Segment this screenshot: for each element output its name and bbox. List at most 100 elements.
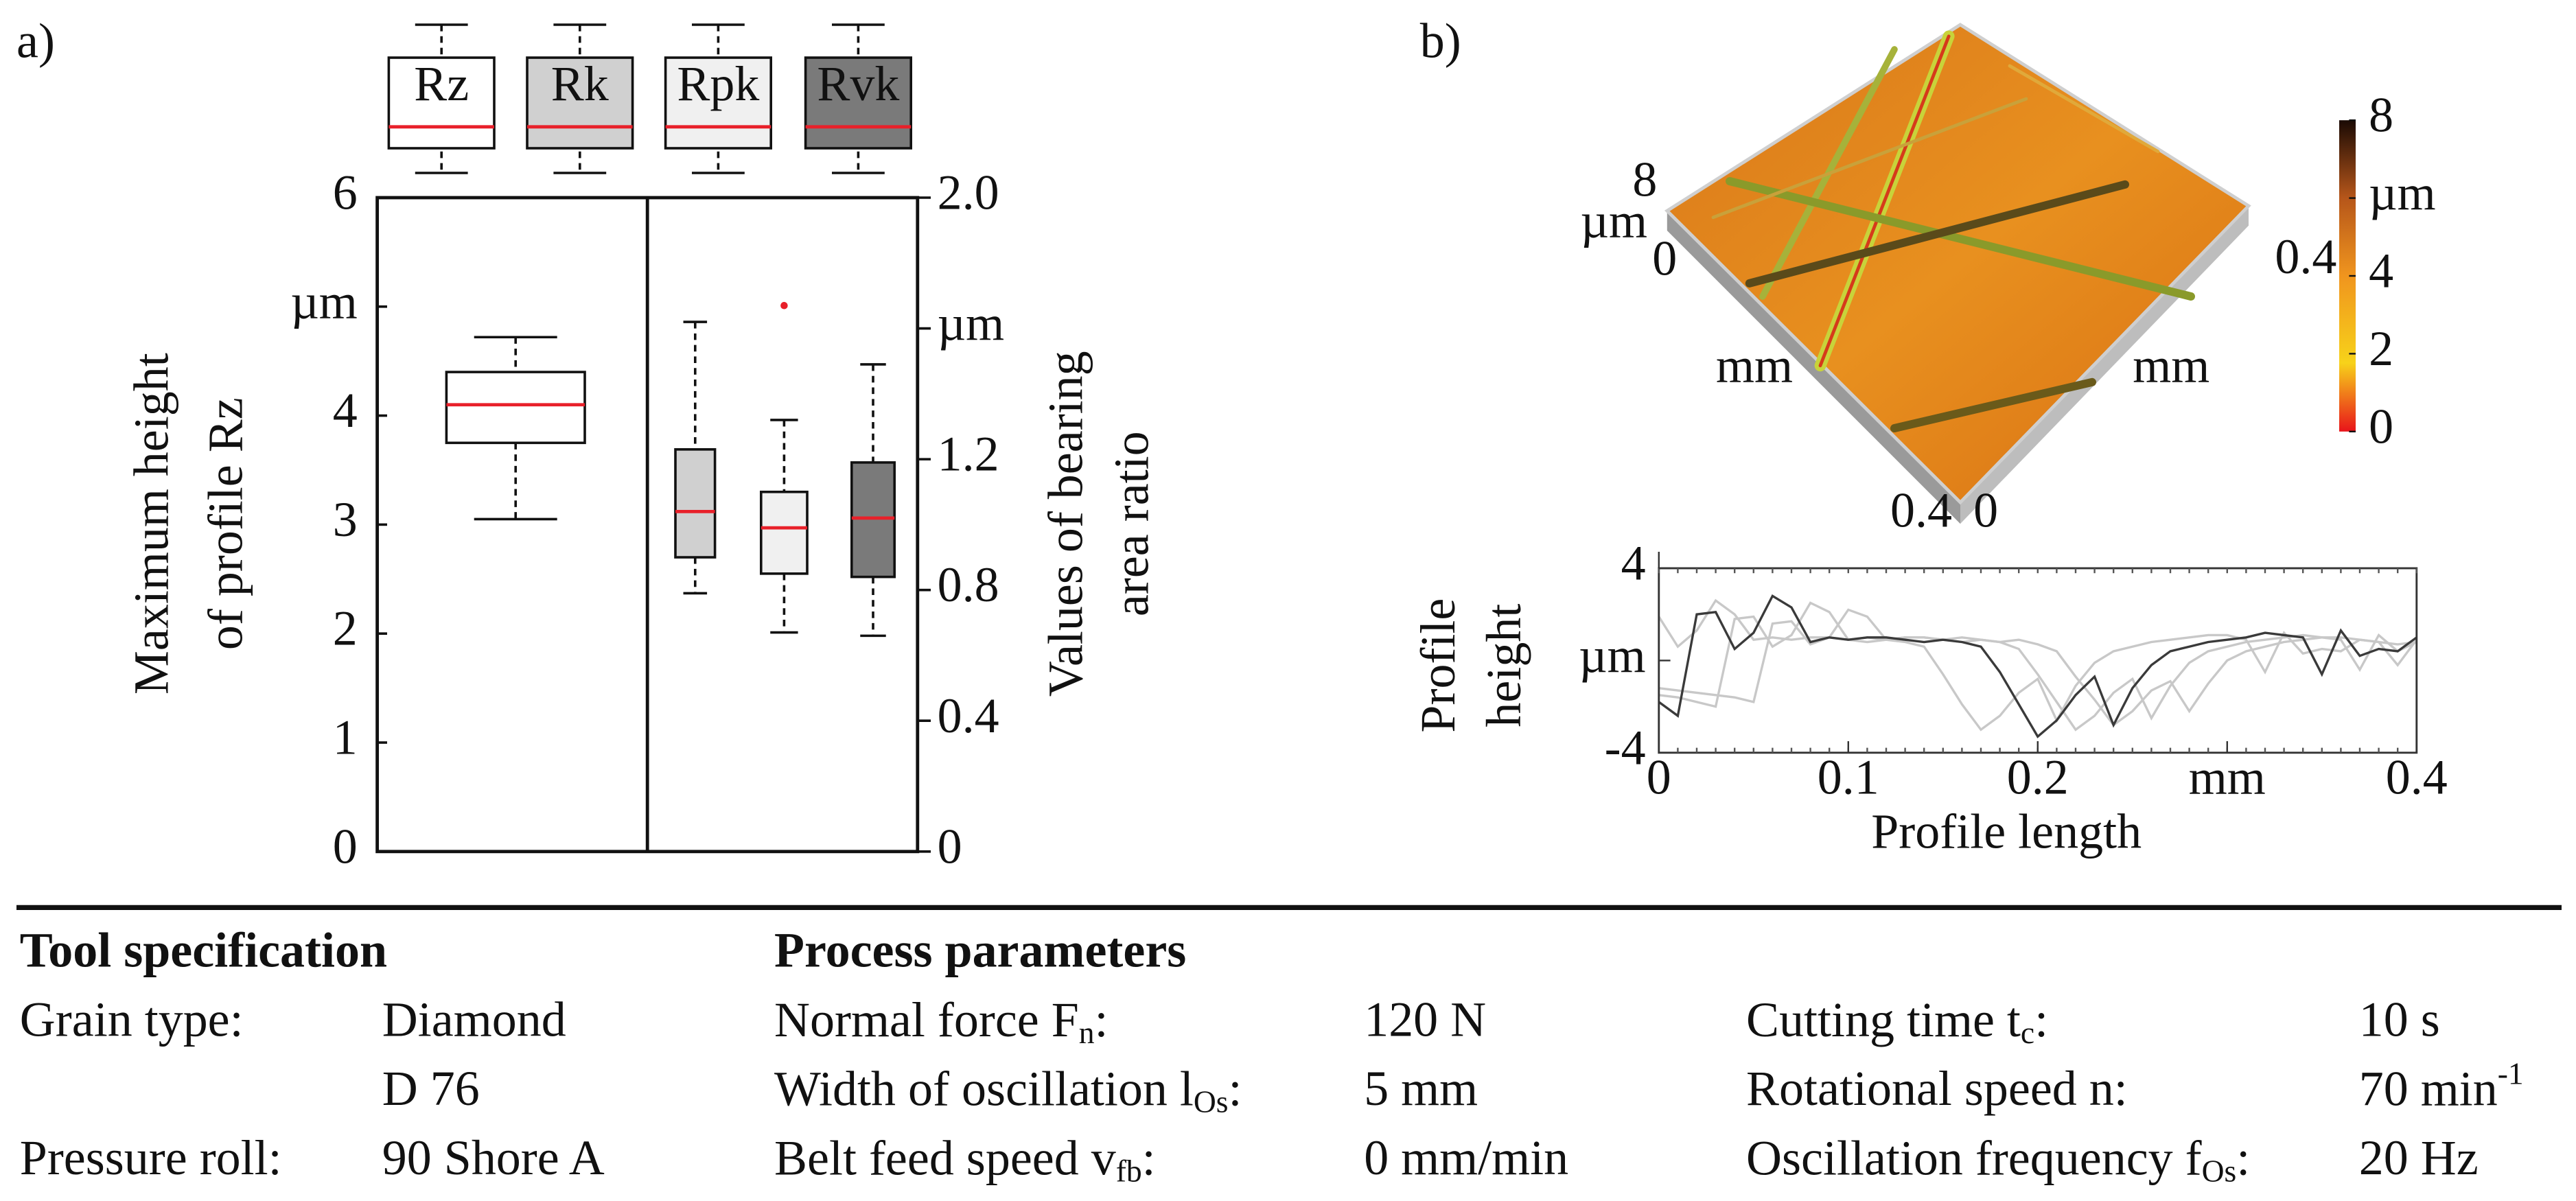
parameter-label-sub: c: [2021, 1015, 2034, 1050]
y2-tick-label: 1.2: [938, 427, 999, 482]
y-axis-label: of profile Rz: [198, 397, 253, 650]
z-axis-label: µm: [1581, 193, 1647, 248]
box: [760, 490, 809, 575]
profile-line: [1658, 608, 2418, 727]
y2-tick-label: 0.8: [938, 557, 999, 612]
parameter-label-sub: fb: [1116, 1154, 1142, 1189]
panel-label: a): [16, 14, 55, 69]
y-tick-label: µm: [290, 274, 357, 329]
colorbar-tick-label: µm: [2369, 165, 2435, 220]
parameter-label: Normal force Fn:: [774, 992, 1109, 1050]
x-tick-label: 0.1: [1818, 750, 1879, 805]
y-tick-label: 4: [1621, 536, 1646, 591]
parameter-value-sup: -1: [2498, 1056, 2524, 1091]
profile-line: [1658, 598, 2417, 732]
parameter-label-text: Width of oscillation l: [774, 1061, 1194, 1116]
surface-scratches: [1711, 30, 2195, 432]
parameter-value: 5 mm: [1364, 1061, 1478, 1116]
x-tick-label: 0.4: [2275, 229, 2336, 284]
legend-swatch: [526, 56, 634, 150]
table-value: D 76: [382, 1061, 480, 1116]
table-title: Tool specification: [20, 923, 387, 978]
x-tick-label: mm: [2189, 750, 2266, 805]
x-tick-label: 0.2: [2007, 750, 2069, 805]
surface-wall: [1667, 211, 1960, 524]
profile-line: [1658, 594, 2417, 738]
box: [674, 448, 717, 559]
colorbar-tick-label: 8: [2369, 88, 2393, 143]
parameter-label-sub: Os: [1194, 1084, 1229, 1119]
y-tick-label: 0: [333, 819, 358, 874]
y2-tick-label: 0.4: [938, 688, 999, 743]
y-axis-label: height: [1476, 604, 1531, 727]
surface-wall: [1960, 205, 2249, 524]
parameter-value: 0 mm/min: [1364, 1130, 1568, 1185]
z-tick-label: 0: [1652, 231, 1677, 286]
surface: [1664, 23, 2251, 505]
panel-label: b): [1420, 14, 1461, 69]
x-tick-label: 0.4: [2386, 750, 2448, 805]
parameter-label-suffix: :: [1229, 1061, 1242, 1116]
y-axis-label: Profile: [1411, 598, 1465, 733]
colorbar-tick-label: 2: [2369, 321, 2393, 376]
parameter-value: 120 N: [1364, 992, 1486, 1047]
colorbar-tick-label: 4: [2369, 244, 2393, 299]
y-tick-label: 3: [333, 492, 358, 547]
y2-tick-label: 2.0: [938, 165, 999, 220]
x-axis-label: Profile length: [1871, 804, 2142, 859]
parameter-label-sub: n: [1079, 1015, 1095, 1050]
y2-axis-label: area ratio: [1104, 431, 1159, 616]
y2-tick-label: µm: [938, 296, 1004, 351]
parameter-label-suffix: :: [1142, 1130, 1156, 1185]
table-label: Pressure roll:: [20, 1130, 282, 1185]
legend-swatch: [387, 56, 496, 150]
parameter-label-text: Cutting time t: [1746, 992, 2021, 1047]
parameter-value: 70 min-1: [2359, 1056, 2524, 1116]
y-axis-label: mm: [1716, 338, 1793, 393]
parameter-label-sub: Os: [2202, 1154, 2237, 1189]
parameter-label: Cutting time tc:: [1746, 992, 2048, 1050]
parameter-label: Belt feed speed vfb:: [774, 1130, 1156, 1189]
legend-swatch: [664, 56, 773, 150]
y2-tick-label: 0: [938, 819, 962, 874]
y-tick-label: 0.4: [1890, 483, 1952, 538]
box: [445, 371, 586, 445]
y-tick-label: 2: [333, 601, 358, 656]
x-tick-label: 0: [1973, 483, 1998, 538]
legend-label: Rvk: [817, 56, 899, 111]
parameter-label-suffix: :: [2034, 992, 2048, 1047]
y-tick-label: 6: [333, 165, 358, 220]
table-value: Diamond: [382, 992, 566, 1047]
parameter-label-suffix: :: [2236, 1130, 2250, 1185]
parameter-label: Oscillation frequency fOs:: [1746, 1130, 2250, 1189]
y-tick-label: µm: [1579, 628, 1645, 683]
legend-label: Rpk: [677, 56, 759, 111]
parameter-label-text: Oscillation frequency f: [1746, 1130, 2202, 1185]
profile-line: [1658, 601, 2417, 732]
y-tick-label: 1: [333, 710, 358, 765]
x-tick-label: 0: [1647, 750, 1671, 805]
y-tick-label: -4: [1605, 720, 1646, 775]
table-value: 90 Shore A: [382, 1130, 605, 1185]
y2-axis-label: Values of bearing: [1038, 351, 1093, 697]
parameter-value: 20 Hz: [2359, 1130, 2479, 1185]
parameter-label-suffix: :: [1095, 992, 1109, 1047]
outlier: [780, 301, 788, 310]
x-axis-label: mm: [2133, 338, 2209, 393]
parameter-label-text: Normal force F: [774, 992, 1079, 1047]
table-title: Process parameters: [774, 923, 1186, 978]
legend-label: Rz: [414, 56, 469, 111]
parameter-value: 10 s: [2359, 992, 2440, 1047]
y-axis-label: Maximum height: [124, 353, 179, 695]
legend-label: Rk: [551, 56, 609, 111]
legend-swatch: [804, 56, 913, 150]
parameter-label-text: Belt feed speed v: [774, 1130, 1116, 1185]
parameter-label: Rotational speed n:: [1746, 1061, 2128, 1116]
table-label: Grain type:: [20, 992, 244, 1047]
colorbar-tick-label: 0: [2369, 399, 2393, 454]
y-tick-label: 4: [333, 383, 358, 438]
parameter-value-text: 70 min: [2359, 1061, 2498, 1116]
z-tick-label: 8: [1632, 152, 1657, 207]
